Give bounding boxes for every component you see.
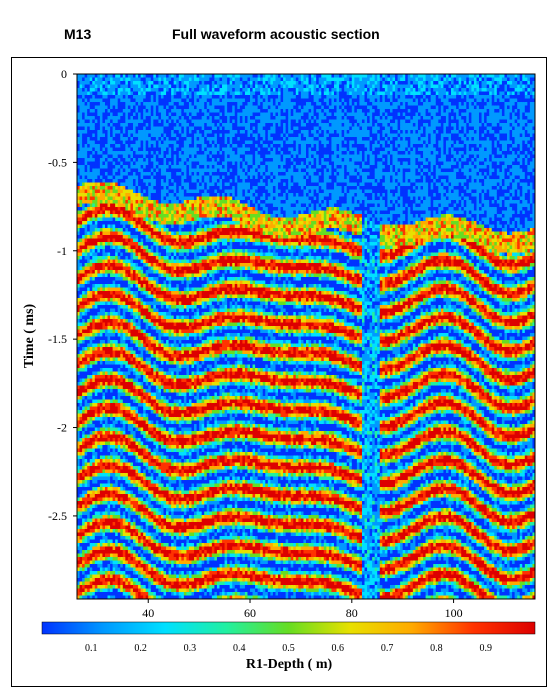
x-tick-label: 60 [244, 606, 256, 620]
colorbar-tick-label: 0.4 [233, 643, 246, 654]
colorbar-tick-label: 0.1 [85, 643, 98, 654]
colorbar-tick-label: 0.9 [479, 643, 492, 654]
x-tick-label: 80 [346, 606, 358, 620]
y-tick-label: 0 [61, 67, 67, 81]
y-tick-label: -1 [57, 244, 67, 258]
colorbar-tick-label: 0.3 [184, 643, 197, 654]
colorbar-tick-label: 0.7 [381, 643, 394, 654]
colorbar-tick-label: 0.2 [134, 643, 147, 654]
y-axis: 0 -0.5 -1 -1.5 -2 -2.5 [48, 67, 77, 523]
heatmap-field [77, 74, 535, 599]
colorbar [41, 621, 536, 635]
colorbar-tick-label: 0.5 [282, 643, 295, 654]
y-axis-label: Time ( ms) [22, 304, 37, 369]
x-axis: 40 60 80 100 [142, 599, 463, 620]
y-tick-label: -0.5 [48, 155, 67, 169]
colorbar-tick-label: 0.8 [430, 643, 443, 654]
chart-title: Full waveform acoustic section [172, 26, 380, 42]
y-tick-label: -1.5 [48, 332, 67, 346]
x-tick-label: 100 [445, 606, 463, 620]
colorbar-axis: 0.1 0.2 0.3 0.4 0.5 0.6 0.7 0.8 0.9 [85, 643, 492, 654]
y-tick-label: -2 [57, 421, 67, 435]
well-id: M13 [64, 26, 91, 42]
colorbar-label: R1-Depth ( m) [246, 657, 333, 672]
colorbar-tick-label: 0.6 [332, 643, 345, 654]
plot-border [76, 73, 536, 600]
y-tick-label: -2.5 [48, 509, 67, 523]
x-tick-label: 40 [142, 606, 154, 620]
